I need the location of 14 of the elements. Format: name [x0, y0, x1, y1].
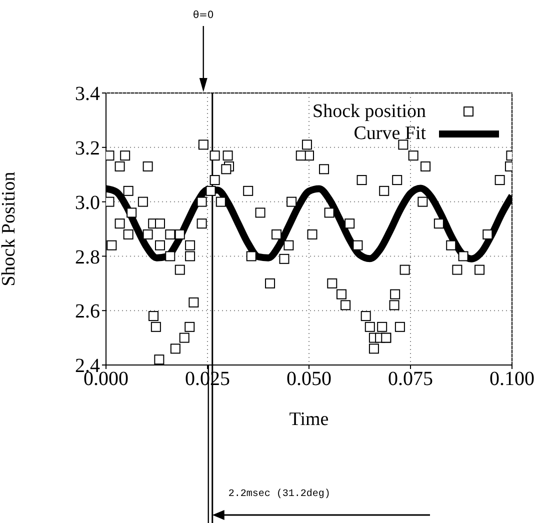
- x-axis-title: Time: [289, 409, 329, 430]
- y-axis-title: Shock Position: [0, 171, 20, 286]
- legend-label: Shock position: [312, 101, 426, 123]
- x-tick-label: 0.050: [286, 368, 332, 390]
- y-tick-label: 2.8: [75, 246, 100, 268]
- y-tick-label: 2.6: [75, 300, 100, 323]
- y-tick-label: 3.4: [75, 83, 100, 106]
- x-tick-label: 0.075: [388, 368, 433, 390]
- text: 2.2msec (31.2deg): [228, 488, 330, 500]
- x-tick-label: 0.100: [490, 368, 534, 390]
- text: θ=0: [192, 10, 214, 21]
- y-tick-label: 3.2: [75, 138, 100, 160]
- legend-label: Curve Fit: [354, 123, 426, 145]
- y-tick-label: 3.0: [75, 192, 100, 214]
